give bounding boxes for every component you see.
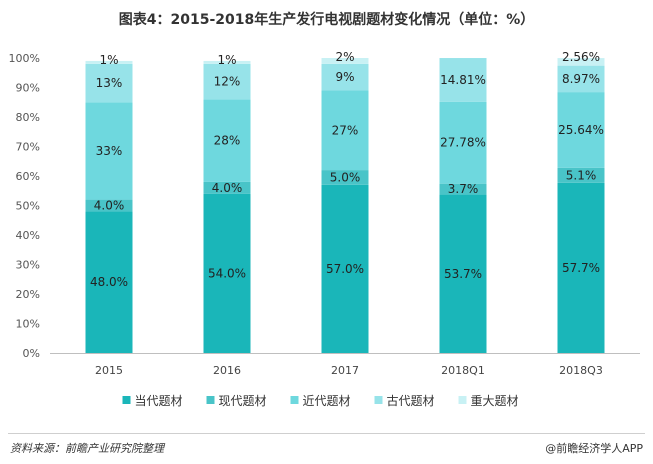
x-tick-label: 2017 <box>331 364 359 377</box>
x-tick-label: 2015 <box>95 364 123 377</box>
legend-swatch <box>290 396 299 404</box>
y-tick-label: 0% <box>23 347 40 360</box>
legend-label: 当代题材 <box>135 394 183 408</box>
x-tick-label: 2016 <box>213 364 241 377</box>
y-tick-label: 80% <box>16 111 40 124</box>
legend-label: 现代题材 <box>219 394 267 408</box>
bar-segment <box>439 183 487 195</box>
legend-label: 重大题材 <box>471 394 519 408</box>
bar-segment <box>439 101 487 184</box>
bars <box>85 58 605 353</box>
bar-segment <box>85 63 133 103</box>
y-tick-label: 70% <box>16 141 40 154</box>
segment-value-label: 5.0% <box>330 170 361 184</box>
segment-value-label: 27% <box>332 123 359 137</box>
bar-segment <box>439 58 487 102</box>
y-tick-label: 20% <box>16 288 40 301</box>
bar-segment <box>85 199 133 212</box>
y-tick-label: 100% <box>9 52 40 65</box>
segment-value-label: 3.7% <box>448 182 479 196</box>
y-tick-label: 90% <box>16 82 40 95</box>
bar-segment <box>85 211 133 353</box>
copyright-note: @前瞻经济学人APP <box>545 442 643 455</box>
y-axis: 0% 10% 20% 30% 40% 50% 60% 70% 80% 90% 100% <box>9 52 40 360</box>
segment-value-label: 5.1% <box>566 168 597 182</box>
bar-segment <box>557 182 605 353</box>
y-tick-label: 40% <box>16 229 40 242</box>
bar-segment <box>203 181 251 194</box>
bar-segment <box>321 58 369 64</box>
segment-value-label: 14.81% <box>440 73 486 87</box>
bar-segment <box>557 65 605 93</box>
bar-segment <box>203 63 251 100</box>
segment-value-label: 48.0% <box>90 275 128 289</box>
segment-value-label: 4.0% <box>212 181 243 195</box>
x-axis: 2015 2016 2017 2018Q1 2018Q3 <box>50 353 640 377</box>
segment-value-label: 25.64% <box>558 123 604 137</box>
segment-value-label: 2.56% <box>562 50 600 64</box>
bar-segment <box>321 184 369 353</box>
legend-swatch <box>122 396 131 404</box>
bar-segment <box>321 170 369 185</box>
segment-value-label: 1% <box>99 53 118 67</box>
bar-segment <box>203 99 251 182</box>
segment-value-label: 33% <box>96 144 123 158</box>
legend-label: 近代题材 <box>303 394 351 408</box>
legend-swatch <box>206 396 215 404</box>
legend-swatch <box>374 396 383 404</box>
y-tick-label: 30% <box>16 259 40 272</box>
segment-value-label: 8.97% <box>562 72 600 86</box>
segment-value-label: 1% <box>217 53 236 67</box>
segment-value-label: 57.7% <box>562 261 600 275</box>
bar-segment <box>321 63 369 91</box>
y-tick-label: 50% <box>16 200 40 213</box>
chart-title: 图表4：2015-2018年生产发行电视剧题材变化情况（单位：%） <box>118 12 535 28</box>
x-tick-label: 2018Q3 <box>559 364 603 377</box>
footer-divider <box>8 433 645 434</box>
bar-segment <box>557 92 605 168</box>
source-note: 资料来源：前瞻产业研究院整理 <box>10 442 164 455</box>
bar-segment <box>85 60 133 64</box>
legend-swatch <box>458 396 467 404</box>
y-tick-label: 60% <box>16 170 40 183</box>
segment-value-label: 54.0% <box>208 266 246 280</box>
x-tick-label: 2018Q1 <box>441 364 485 377</box>
segment-value-label: 57.0% <box>326 262 364 276</box>
segment-value-label: 12% <box>214 75 241 89</box>
legend: 当代题材 现代题材 近代题材 古代题材 重大题材 <box>122 393 519 408</box>
segment-value-label: 27.78% <box>440 136 486 150</box>
bar-segment <box>203 60 251 64</box>
bar-segment <box>85 102 133 200</box>
legend-label: 古代题材 <box>387 393 435 408</box>
bar-segment <box>557 167 605 183</box>
segment-value-label: 9% <box>335 70 354 84</box>
y-tick-label: 10% <box>16 318 40 331</box>
segment-value-label: 28% <box>214 134 241 148</box>
bar-segment <box>557 58 605 66</box>
bar-segment <box>203 193 251 353</box>
segment-labels: 48.0% 4.0% 33% 13% 1% 54.0% 4.0% 28% 12% 1% 57.0% 5… <box>90 50 604 289</box>
segment-value-label: 53.7% <box>444 267 482 281</box>
segment-value-label: 13% <box>96 76 123 90</box>
segment-value-label: 4.0% <box>94 199 125 213</box>
bar-segment <box>439 194 487 353</box>
bar-segment <box>321 90 369 171</box>
segment-value-label: 2% <box>335 50 354 64</box>
